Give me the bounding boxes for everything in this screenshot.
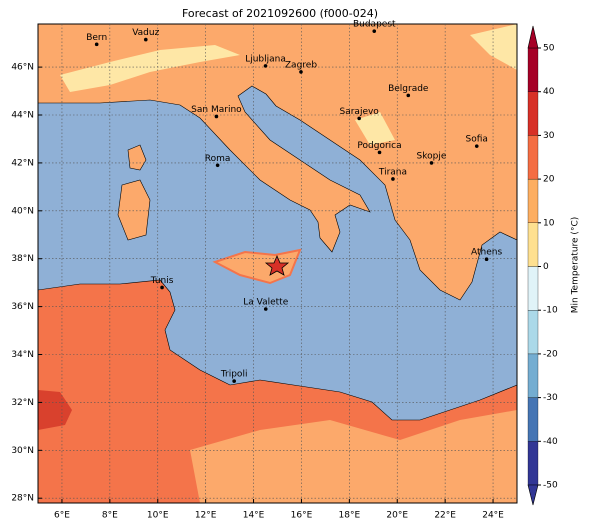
- city-marker: [377, 150, 382, 155]
- city-marker: [160, 285, 164, 290]
- city-label: Budapest: [353, 20, 396, 30]
- city-marker: [357, 116, 361, 121]
- y-tick-label: 36°N: [11, 302, 34, 312]
- colorbar-extend-top: [527, 25, 539, 49]
- colorbar-tick-label: 50: [543, 44, 555, 54]
- alps-cool: [60, 45, 240, 92]
- colorbar-tick-label: 20: [543, 175, 555, 185]
- title: Forecast of 2021092600 (f000-024): [182, 7, 378, 20]
- city-marker: [474, 144, 479, 148]
- city-marker: [214, 114, 219, 119]
- colorbar-swatch: [527, 266, 539, 311]
- city-label: Sarajevo: [340, 107, 380, 117]
- y-tick-label: 42°N: [11, 158, 34, 168]
- colorbar-label: Min Temperature (°C): [571, 217, 581, 314]
- city-marker: [94, 42, 99, 47]
- libya-interior: [190, 410, 517, 503]
- city-label: Zagreb: [285, 60, 317, 70]
- city-marker: [406, 93, 411, 98]
- city-marker: [372, 29, 377, 33]
- colorbar-swatch: [527, 310, 539, 355]
- city-label: Tirana: [378, 167, 407, 177]
- islands: [117, 144, 151, 241]
- city-label: Roma: [205, 154, 231, 164]
- colorbar-tick-label: 0: [543, 262, 549, 272]
- x-tick-label: 18°E: [339, 511, 361, 521]
- hot-patch: [38, 390, 72, 430]
- city-label: Athens: [471, 248, 502, 258]
- city-label: Sofia: [466, 135, 488, 145]
- x-tick-label: 10°E: [147, 511, 169, 521]
- star-marker: [264, 254, 290, 276]
- y-tick-label: 38°N: [11, 254, 34, 264]
- cool-area: [355, 24, 517, 145]
- colorbar-swatch: [527, 353, 539, 398]
- city-label: Ljubljana: [245, 54, 286, 64]
- x-tick-label: 22°E: [434, 511, 456, 521]
- colorbar-swatch: [527, 178, 539, 223]
- y-tick-label: 28°N: [11, 494, 34, 504]
- colorbar-tick-label: -50: [543, 481, 558, 491]
- colorbar-swatch: [527, 397, 539, 442]
- city-label: Tripoli: [220, 370, 248, 380]
- sicily: [212, 248, 302, 285]
- colorbar-extend-bottom: [527, 484, 539, 506]
- colorbar-tick-label: 40: [543, 87, 555, 97]
- colorbar-tick-label: 30: [543, 131, 555, 141]
- map-frame: [37, 23, 518, 504]
- city-label: La Valette: [243, 298, 288, 308]
- city-marker: [299, 70, 303, 74]
- city-label: Tunis: [150, 276, 174, 286]
- colorbar-tick-label: -30: [543, 393, 558, 403]
- colorbar-tick-label: -40: [543, 437, 558, 447]
- y-tick-label: 30°N: [11, 446, 34, 456]
- city-label: Belgrade: [388, 84, 429, 94]
- y-tick-label: 40°N: [11, 206, 34, 216]
- y-tick-label: 44°N: [11, 111, 34, 121]
- city-label: Podgorica: [357, 141, 401, 151]
- y-tick-label: 46°N: [11, 63, 34, 73]
- y-tick-label: 34°N: [11, 350, 34, 360]
- city-marker: [263, 307, 268, 311]
- x-tick-label: 16°E: [291, 511, 313, 521]
- colorbar-swatch: [527, 135, 539, 180]
- x-tick-label: 14°E: [243, 511, 265, 521]
- colorbar-tick-label: 10: [543, 218, 555, 228]
- city-marker: [232, 379, 236, 383]
- city-label: Bern: [86, 33, 107, 43]
- x-tick-label: 6°E: [54, 511, 70, 521]
- city-label: Vaduz: [132, 28, 159, 38]
- city-marker: [143, 37, 148, 42]
- x-tick-label: 20°E: [386, 511, 408, 521]
- y-tick-label: 32°N: [11, 398, 34, 408]
- city-marker: [391, 177, 395, 181]
- city-marker: [484, 257, 489, 261]
- colorbar-tick-label: -20: [543, 349, 558, 359]
- colorbar-swatch: [527, 441, 539, 486]
- city-label: Skopje: [417, 151, 447, 161]
- city-marker: [429, 161, 434, 165]
- city-label: San Marino: [191, 105, 242, 115]
- colorbar-tick-label: -10: [543, 306, 558, 316]
- colorbar-swatch: [527, 47, 539, 92]
- city-marker: [215, 163, 220, 168]
- x-tick-label: 24°E: [482, 511, 504, 521]
- city-marker: [263, 64, 268, 68]
- colorbar-swatch: [527, 222, 539, 267]
- x-tick-label: 8°E: [102, 511, 118, 521]
- x-tick-label: 12°E: [195, 511, 217, 521]
- colorbar-swatch: [527, 91, 539, 136]
